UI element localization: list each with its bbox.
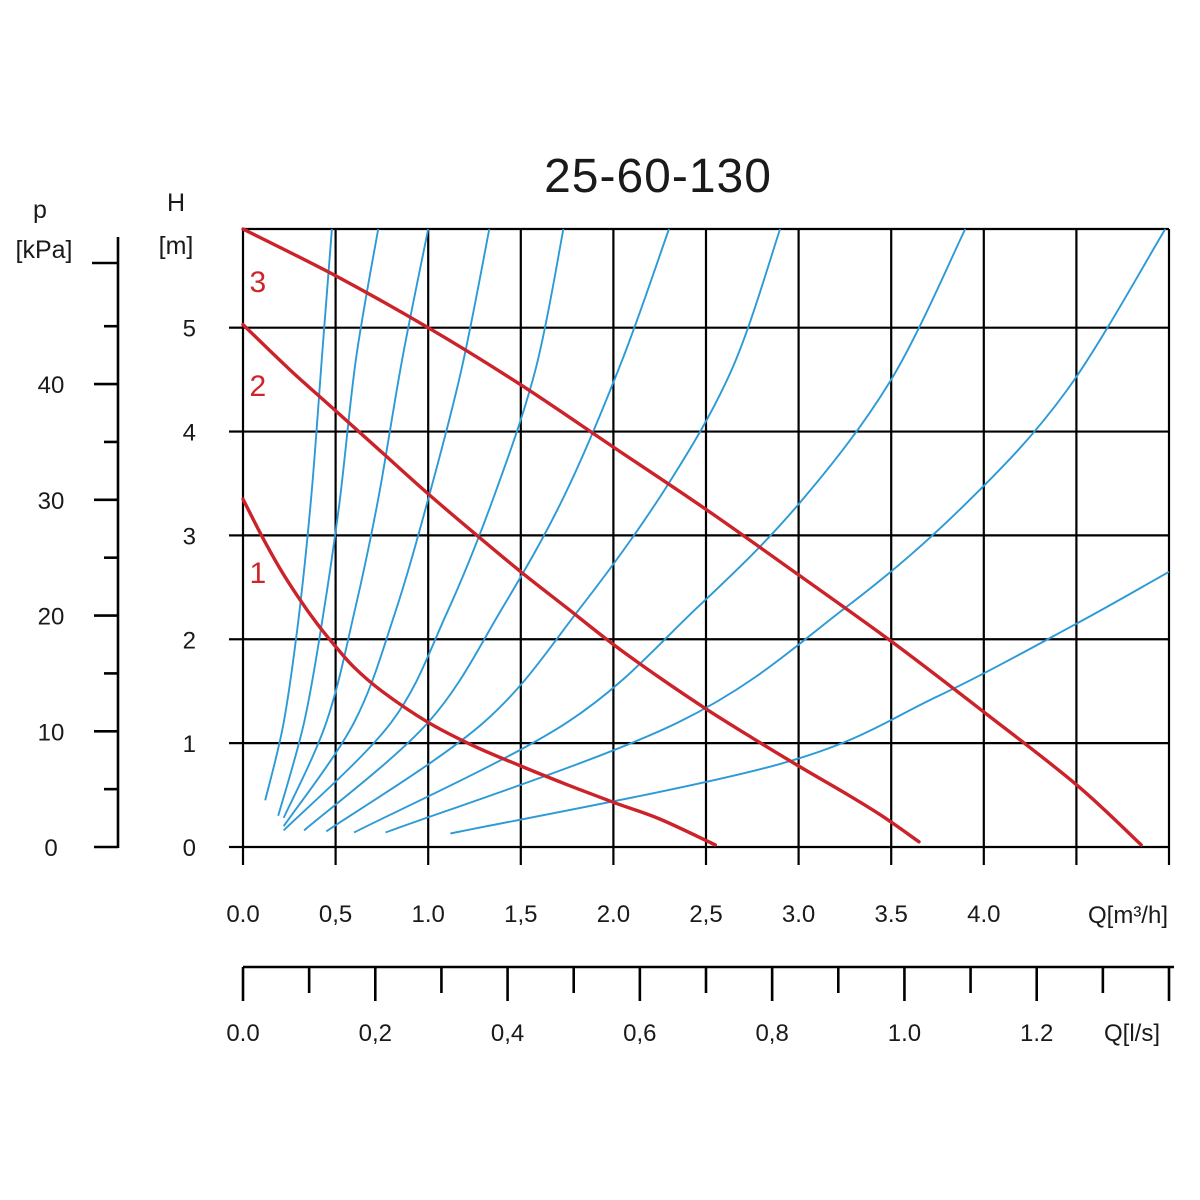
x-tick-label: 1,5 <box>504 901 537 928</box>
system-curve-6 <box>303 228 670 832</box>
grid <box>229 227 1171 865</box>
h-tick-label: 2 <box>183 627 196 654</box>
x-tick-label: 0.0 <box>226 901 259 928</box>
x-tick-label: 1.0 <box>412 901 445 928</box>
q-ls-tick-label: 1.0 <box>888 1020 921 1047</box>
system-curve-4 <box>282 228 491 827</box>
system-curve-9 <box>385 228 1167 834</box>
h-tick-label: 1 <box>183 731 196 758</box>
pump-curve-1 <box>241 497 717 847</box>
q-ls-tick-label: 0.0 <box>226 1020 259 1047</box>
system-curve-1 <box>264 228 333 801</box>
h-axis-unit: [m] <box>159 232 194 260</box>
p-tick-label: 10 <box>38 719 65 746</box>
p-axis-unit: [kPa] <box>16 236 73 264</box>
h-axis-symbol: H <box>167 189 185 217</box>
chart-title: 25-60-130 <box>544 150 772 203</box>
system-curve-7 <box>325 228 781 833</box>
system-curve-10 <box>450 570 1170 835</box>
pump-curve-3 <box>241 227 1143 847</box>
h-tick-label: 3 <box>183 523 196 550</box>
system-curve-2 <box>277 228 380 817</box>
system-curve-8 <box>353 228 967 834</box>
x-tick-label: 2.0 <box>597 901 630 928</box>
tick-labels: 0 1 2 3 4 5 0.0 0,5 1.0 1,5 2.0 2,5 3.0 3.5 4.0 0 10 20 30… <box>38 316 1054 1047</box>
system-curve-5 <box>283 228 565 832</box>
q-ls-tick-label: 0,8 <box>755 1020 788 1047</box>
x-axis-label: Q[m³/h] <box>1088 902 1168 929</box>
h-tick-label: 4 <box>183 420 196 447</box>
p-tick-label: 30 <box>38 488 65 515</box>
pump-curves: 1 2 3 <box>241 227 1143 847</box>
x-tick-label: 3.0 <box>782 901 815 928</box>
x-tick-label: 3.5 <box>875 901 908 928</box>
x-tick-label: 0,5 <box>319 901 352 928</box>
curve-label-1: 1 <box>249 557 266 590</box>
q-ls-tick-label: 0,4 <box>491 1020 524 1047</box>
secondary-axes <box>92 237 1174 1001</box>
x-tick-label: 2,5 <box>689 901 722 928</box>
q-ls-tick-label: 1.2 <box>1020 1020 1053 1047</box>
curve-label-3: 3 <box>249 266 266 299</box>
curve-label-2: 2 <box>249 370 266 403</box>
p-tick-label: 40 <box>38 372 65 399</box>
p-axis-symbol: p <box>33 196 47 224</box>
h-tick-label: 0 <box>183 835 196 862</box>
p-tick-label: 20 <box>38 604 65 631</box>
x-tick-label: 4.0 <box>967 901 1000 928</box>
x2-axis-label: Q[l/s] <box>1104 1020 1160 1047</box>
q-ls-tick-label: 0,2 <box>359 1020 392 1047</box>
p-tick-label: 0 <box>44 835 57 862</box>
pump-curve-2 <box>241 322 921 844</box>
h-tick-label: 5 <box>183 316 196 343</box>
q-ls-tick-label: 0,6 <box>623 1020 656 1047</box>
system-curve-3 <box>282 228 430 819</box>
